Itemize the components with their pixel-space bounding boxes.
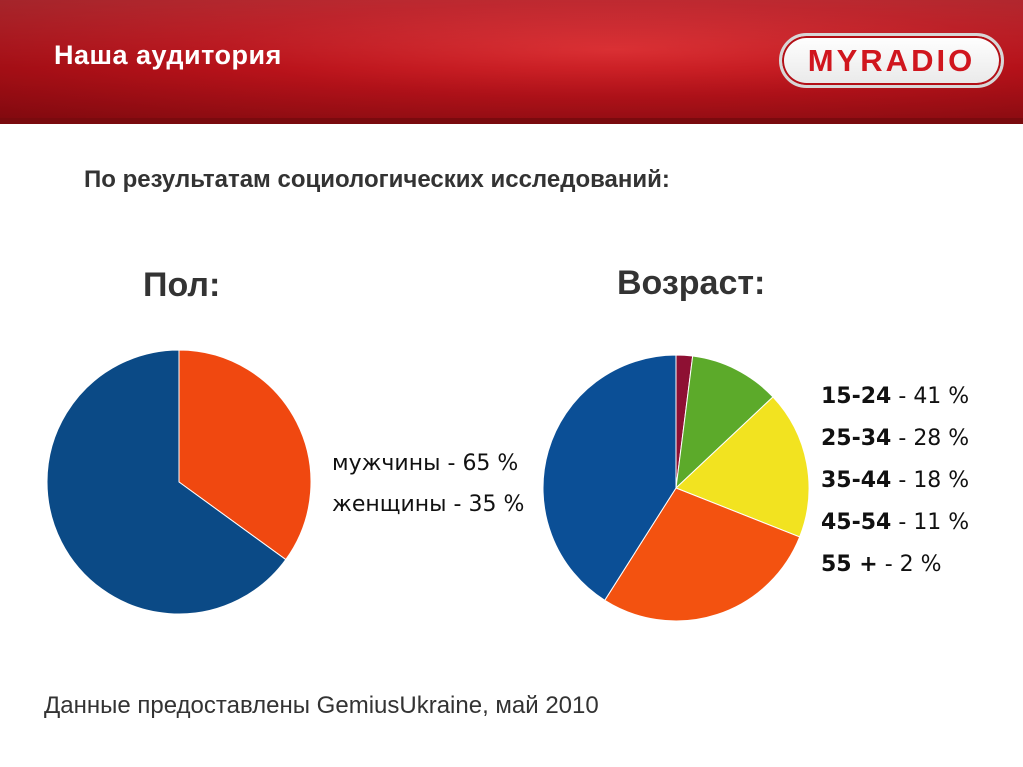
- gender-pie: [46, 349, 312, 615]
- page-title: Наша аудитория: [54, 40, 282, 70]
- header-banner: Наша аудитория MY RADIO: [0, 0, 1023, 124]
- myradio-logo: MY RADIO: [779, 33, 1004, 88]
- age-legend-35-44: 35-44 - 18 %: [821, 468, 970, 493]
- pie-slice-45-54: [675, 355, 774, 490]
- pie-slice-35-44: [675, 396, 810, 538]
- pie-slice-male: [46, 349, 287, 615]
- gender-chart-title: Пол:: [143, 266, 221, 304]
- gender-legend-male: мужчины - 65 %: [332, 451, 519, 476]
- pie-slice-25-34: [604, 487, 801, 622]
- source-note: Данные предоставлены GemiusUkraine, май …: [44, 692, 599, 719]
- logo-radio-text: RADIO: [860, 42, 976, 78]
- age-chart-title: Возраст:: [617, 264, 766, 302]
- pie-slice-female: [178, 349, 312, 561]
- pie-slice-15-24: [542, 354, 677, 601]
- age-legend-15-24: 15-24 - 41 %: [821, 384, 970, 409]
- age-pie: [542, 354, 810, 622]
- header-divider: [0, 118, 1023, 124]
- age-legend-45-54: 45-54 - 11 %: [821, 510, 970, 535]
- logo-my-text: MY: [807, 42, 861, 78]
- age-legend-25-34: 25-34 - 28 %: [821, 426, 970, 451]
- subtitle: По результатам социологических исследова…: [84, 166, 670, 193]
- age-legend-55-plus: 55 + - 2 %: [821, 552, 942, 577]
- gender-legend-female: женщины - 35 %: [332, 492, 525, 517]
